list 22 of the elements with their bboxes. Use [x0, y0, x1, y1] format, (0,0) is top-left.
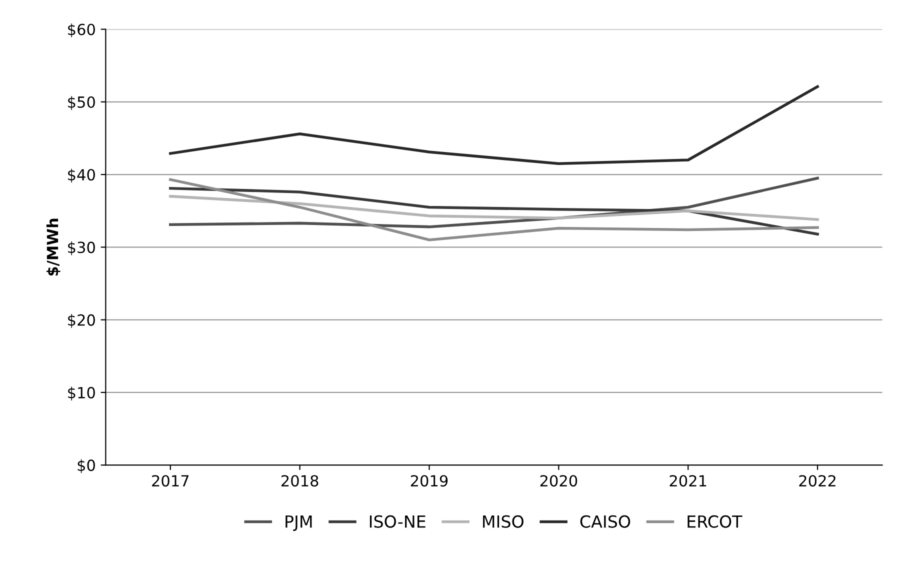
legend-label: ISO-NE: [370, 515, 426, 528]
line-series: [169, 85, 819, 166]
x-tick-label: 2020: [540, 475, 578, 487]
x-tick-label: 2019: [410, 475, 448, 487]
legend-label: CAISO: [580, 515, 630, 528]
y-tick-label: $20: [68, 314, 95, 328]
y-tick-label: $10: [68, 386, 95, 400]
y-tick-label: $0: [78, 459, 95, 474]
legend-label: MISO: [483, 515, 524, 528]
y-axis-title: $/MWh: [46, 218, 60, 276]
legend-label: ERCOT: [688, 515, 742, 528]
x-tick-label: 2018: [282, 475, 318, 487]
x-tick-label: 2021: [670, 475, 706, 487]
y-tick-label: $30: [68, 241, 95, 256]
y-tick-label: $50: [68, 96, 95, 110]
legend-label: PJM: [286, 515, 312, 531]
y-tick-label: $60: [68, 23, 95, 38]
line-series: [169, 194, 819, 221]
y-tick-label: $40: [68, 168, 95, 183]
x-tick-label: 2017: [152, 475, 189, 487]
x-tick-label: 2022: [799, 475, 836, 487]
line-series: [169, 178, 819, 242]
